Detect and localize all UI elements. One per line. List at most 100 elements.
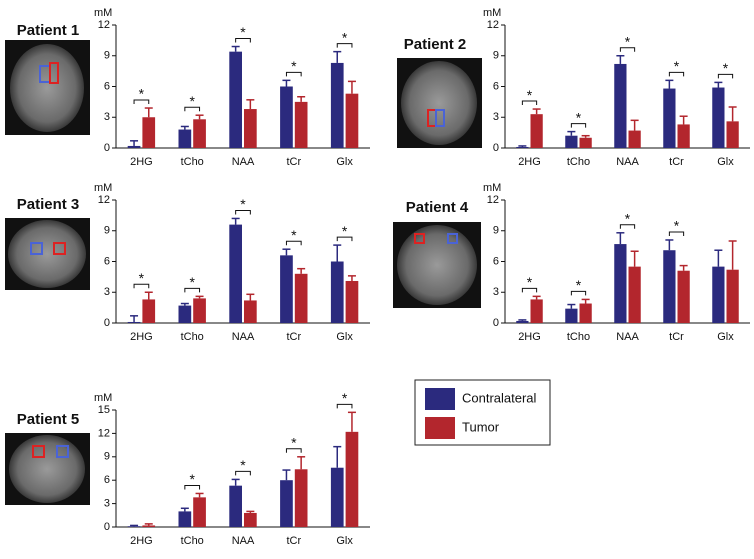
significance-bracket (668, 71, 685, 77)
bar (565, 135, 578, 148)
x-tick-label: NAA (616, 331, 639, 343)
significance-star: * (527, 274, 533, 290)
bar (280, 255, 293, 323)
significance-bracket (717, 73, 734, 79)
bar (193, 497, 206, 527)
chart-panel: Patient 5 mM 0 3 6 9 12 15 2HG tCho * NAA * tCr * Glx * (17, 390, 370, 547)
y-tick-label: 12 (487, 194, 499, 206)
bar (229, 224, 242, 323)
x-tick-label: 2HG (130, 331, 153, 343)
y-tick-label: 3 (493, 111, 499, 123)
significance-star: * (576, 277, 582, 293)
chart-title: Patient 2 (404, 36, 467, 53)
significance-star: * (291, 58, 297, 74)
bar (229, 485, 242, 527)
y-tick-label: 9 (493, 50, 499, 62)
x-tick-label: tCho (181, 331, 204, 343)
y-tick-label: 9 (104, 50, 110, 62)
bar (244, 109, 257, 148)
x-tick-label: Glx (336, 331, 353, 343)
significance-bracket (184, 484, 201, 490)
bar (294, 469, 308, 527)
significance-bracket (336, 403, 353, 409)
significance-star: * (189, 274, 195, 290)
significance-bracket (668, 231, 685, 236)
bar (178, 511, 192, 527)
bar (127, 321, 141, 323)
bar (565, 308, 578, 323)
significance-bracket (235, 38, 251, 43)
y-axis-label: mM (483, 7, 501, 19)
x-tick-label: 2HG (130, 535, 153, 547)
significance-star: * (342, 29, 348, 45)
bar (280, 480, 293, 527)
bar (579, 137, 592, 148)
significance-star: * (139, 86, 145, 102)
significance-star: * (291, 435, 297, 451)
bar (677, 270, 690, 323)
y-tick-label: 0 (493, 317, 499, 329)
bar (142, 117, 156, 148)
bar (726, 121, 739, 148)
significance-star: * (723, 60, 729, 76)
significance-bracket (133, 99, 150, 105)
bar (614, 63, 627, 149)
y-tick-label: 6 (104, 80, 110, 92)
chart-panel: Patient 3 mM 0 3 6 9 12 2HG * tCho * NAA * tCr * Glx * (17, 182, 370, 343)
bar (628, 266, 641, 323)
y-tick-label: 3 (493, 286, 499, 298)
y-tick-label: 0 (104, 521, 110, 533)
chart-title: Patient 3 (17, 196, 80, 213)
x-tick-label: 2HG (518, 156, 541, 168)
significance-bracket (235, 209, 251, 215)
x-tick-label: Glx (336, 535, 353, 547)
bar (345, 431, 359, 527)
y-tick-label: 9 (104, 225, 110, 237)
y-tick-label: 12 (98, 194, 110, 206)
x-tick-label: tCr (286, 331, 301, 343)
legend-label: Contralateral (462, 390, 537, 405)
significance-bracket (285, 240, 302, 246)
significance-bracket (619, 47, 636, 52)
y-tick-label: 6 (104, 474, 110, 486)
y-tick-label: 9 (493, 225, 499, 237)
bar (142, 299, 156, 323)
y-tick-label: 12 (487, 19, 499, 31)
bar (244, 512, 257, 527)
significance-bracket (619, 224, 636, 229)
bar (280, 86, 293, 148)
significance-star: * (625, 211, 631, 227)
bar (127, 145, 141, 148)
x-tick-label: NAA (232, 535, 255, 547)
significance-star: * (240, 457, 246, 473)
significance-bracket (235, 470, 251, 476)
x-tick-label: Glx (336, 156, 353, 168)
mri-images (5, 40, 482, 505)
x-tick-label: tCho (567, 156, 590, 168)
bar (628, 130, 641, 148)
x-tick-label: NAA (616, 156, 639, 168)
y-tick-label: 6 (104, 255, 110, 267)
y-tick-label: 3 (104, 111, 110, 123)
x-tick-label: 2HG (130, 156, 153, 168)
significance-bracket (336, 236, 353, 242)
bar (677, 124, 690, 148)
y-tick-label: 3 (104, 498, 110, 510)
x-tick-label: Glx (717, 331, 734, 343)
x-tick-label: NAA (232, 331, 255, 343)
legend-label: Tumor (462, 419, 500, 434)
x-tick-label: NAA (232, 156, 255, 168)
bar (614, 244, 627, 323)
y-axis-label: mM (483, 182, 501, 194)
bar (530, 299, 543, 323)
bar (530, 114, 543, 148)
bar (345, 93, 359, 148)
significance-star: * (342, 223, 348, 239)
bar (330, 467, 344, 527)
significance-star: * (291, 227, 297, 243)
y-tick-label: 0 (104, 317, 110, 329)
y-tick-label: 15 (98, 404, 110, 416)
x-tick-label: tCho (181, 535, 204, 547)
y-tick-label: 6 (493, 80, 499, 92)
